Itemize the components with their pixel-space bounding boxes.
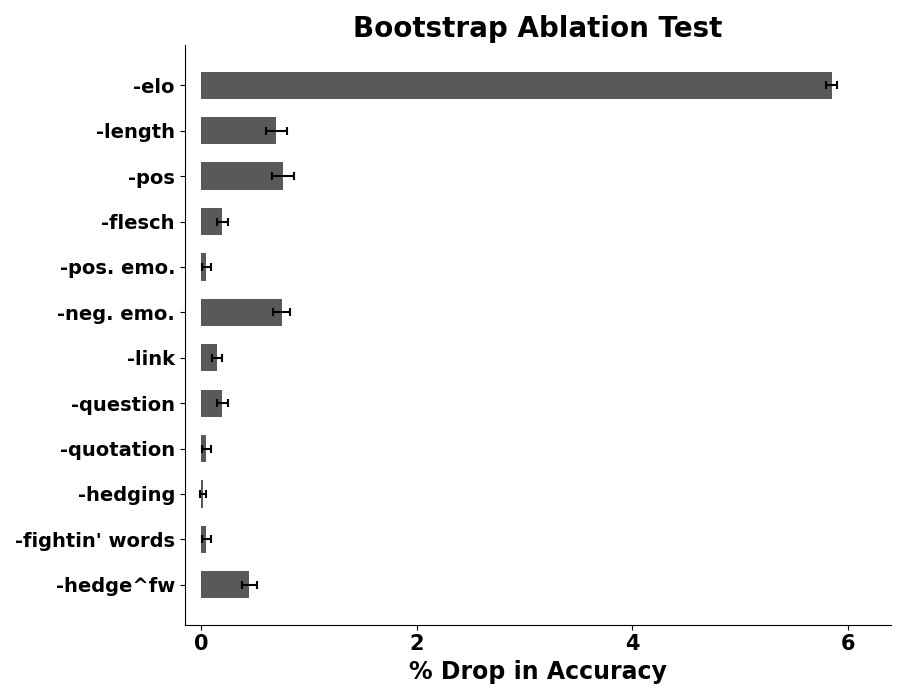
Bar xyxy=(201,253,207,280)
Bar xyxy=(201,298,282,326)
Bar xyxy=(201,344,217,371)
Title: Bootstrap Ablation Test: Bootstrap Ablation Test xyxy=(353,15,723,43)
Bar xyxy=(201,72,832,99)
Bar xyxy=(201,389,223,417)
Bar xyxy=(201,526,207,553)
X-axis label: % Drop in Accuracy: % Drop in Accuracy xyxy=(409,660,667,684)
Bar xyxy=(201,571,249,598)
Bar xyxy=(201,117,276,144)
Bar xyxy=(201,480,203,507)
Bar xyxy=(201,208,223,235)
Bar xyxy=(201,435,207,462)
Bar xyxy=(201,162,283,189)
